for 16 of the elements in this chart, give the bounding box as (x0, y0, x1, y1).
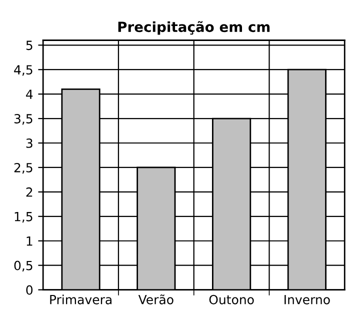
y-tick-label: 1,5 (14, 212, 32, 223)
x-tick-label: Outono (209, 294, 254, 304)
y-tick-label: 2 (26, 187, 32, 197)
y-tick-label: 0 (26, 285, 33, 295)
y-tick-label: 4 (26, 90, 33, 99)
y-tick-label: 0,5 (14, 260, 32, 272)
y-tick-label: 3 (26, 138, 32, 148)
x-tick-label: Primavera (50, 294, 112, 304)
y-tick-label: 4,5 (14, 65, 32, 76)
y-tick-label: 1 (26, 236, 32, 246)
x-tick-label: Verão (138, 294, 174, 304)
y-tick-label: 5 (26, 40, 32, 50)
chart-title: Precipitação em cm (118, 21, 270, 35)
y-tick-label: 2,5 (14, 162, 32, 174)
y-tick-label: 3,5 (14, 114, 32, 125)
x-tick-label: Inverno (284, 295, 330, 304)
